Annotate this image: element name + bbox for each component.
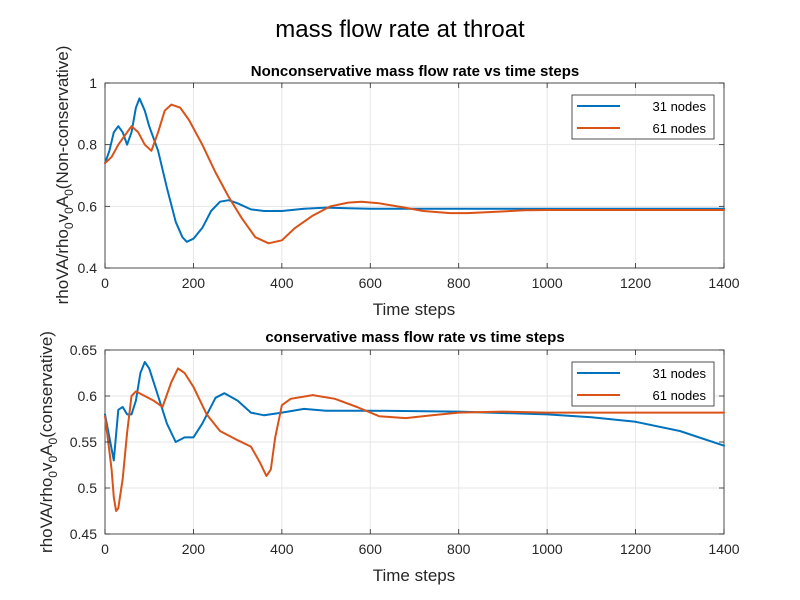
x-tick-label: 400 [270,541,294,557]
x-tick-label: 1400 [708,275,739,291]
legend-box [571,361,715,407]
figure-title: mass flow rate at throat [275,16,525,43]
legend-label-61-nodes: 61 nodes [653,121,707,136]
y-tick-label: 0.65 [70,342,97,358]
y-axis-label: rhoVA/rho0v0A0(Non-conservative) [53,46,76,305]
y-tick-label: 0.45 [70,526,97,542]
series-line-61-nodes [104,367,725,512]
x-tick-label: 800 [447,275,471,291]
x-tick-label: 1400 [708,541,739,557]
legend-label-31-nodes: 31 nodes [653,99,707,114]
y-tick-label: 0.6 [78,388,98,404]
y-tick-label: 0.8 [78,137,98,153]
axis-ticks: 0 200 400 600 800 1000 1200 1400 0.4 0.6 0.8 1 [78,75,740,291]
y-axis-label: rhoVA/rho0v0A0(conservative) [37,331,60,553]
legend: 31 nodes 61 nodes [571,94,715,140]
y-tick-label: 0.4 [78,260,98,276]
x-axis-label: Time steps [373,300,456,319]
series-line-31-nodes [104,97,725,243]
legend-label-61-nodes: 61 nodes [653,388,707,403]
series-lines [104,361,725,512]
y-tick-label: 0.5 [78,480,98,496]
legend-box [571,94,715,140]
series-line-61-nodes [104,103,725,245]
x-tick-label: 1200 [620,541,651,557]
x-tick-label: 1000 [532,275,563,291]
subplot-title: conservative mass flow rate vs time step… [265,329,564,346]
x-tick-label: 600 [359,275,383,291]
legend-label-31-nodes: 31 nodes [653,366,707,381]
x-tick-label: 800 [447,541,471,557]
x-tick-label: 1200 [620,275,651,291]
plot-area-frame [104,82,725,269]
x-tick-label: 200 [182,541,206,557]
x-tick-label: 400 [270,275,294,291]
x-tick-label: 1000 [532,541,563,557]
subplot-title: Nonconservative mass flow rate vs time s… [251,63,579,80]
y-tick-label: 0.6 [78,198,98,214]
x-tick-label: 0 [101,541,109,557]
legend: 31 nodes 61 nodes [571,361,715,407]
series-line-31-nodes [104,361,725,462]
subplot-nonconservative: Nonconservative mass flow rate vs time s… [53,46,740,319]
y-tick-label: 0.55 [70,434,97,450]
x-axis-label: Time steps [373,566,456,585]
y-tick-label: 1 [89,75,97,91]
x-tick-label: 600 [359,541,383,557]
series-lines [104,97,725,245]
subplot-conservative: conservative mass flow rate vs time step… [37,329,740,585]
axis-ticks: 0 200 400 600 800 1000 1200 1400 0.45 0.5 0.55 0.6 0… [70,342,740,557]
x-tick-label: 0 [101,275,109,291]
x-tick-label: 200 [182,275,206,291]
